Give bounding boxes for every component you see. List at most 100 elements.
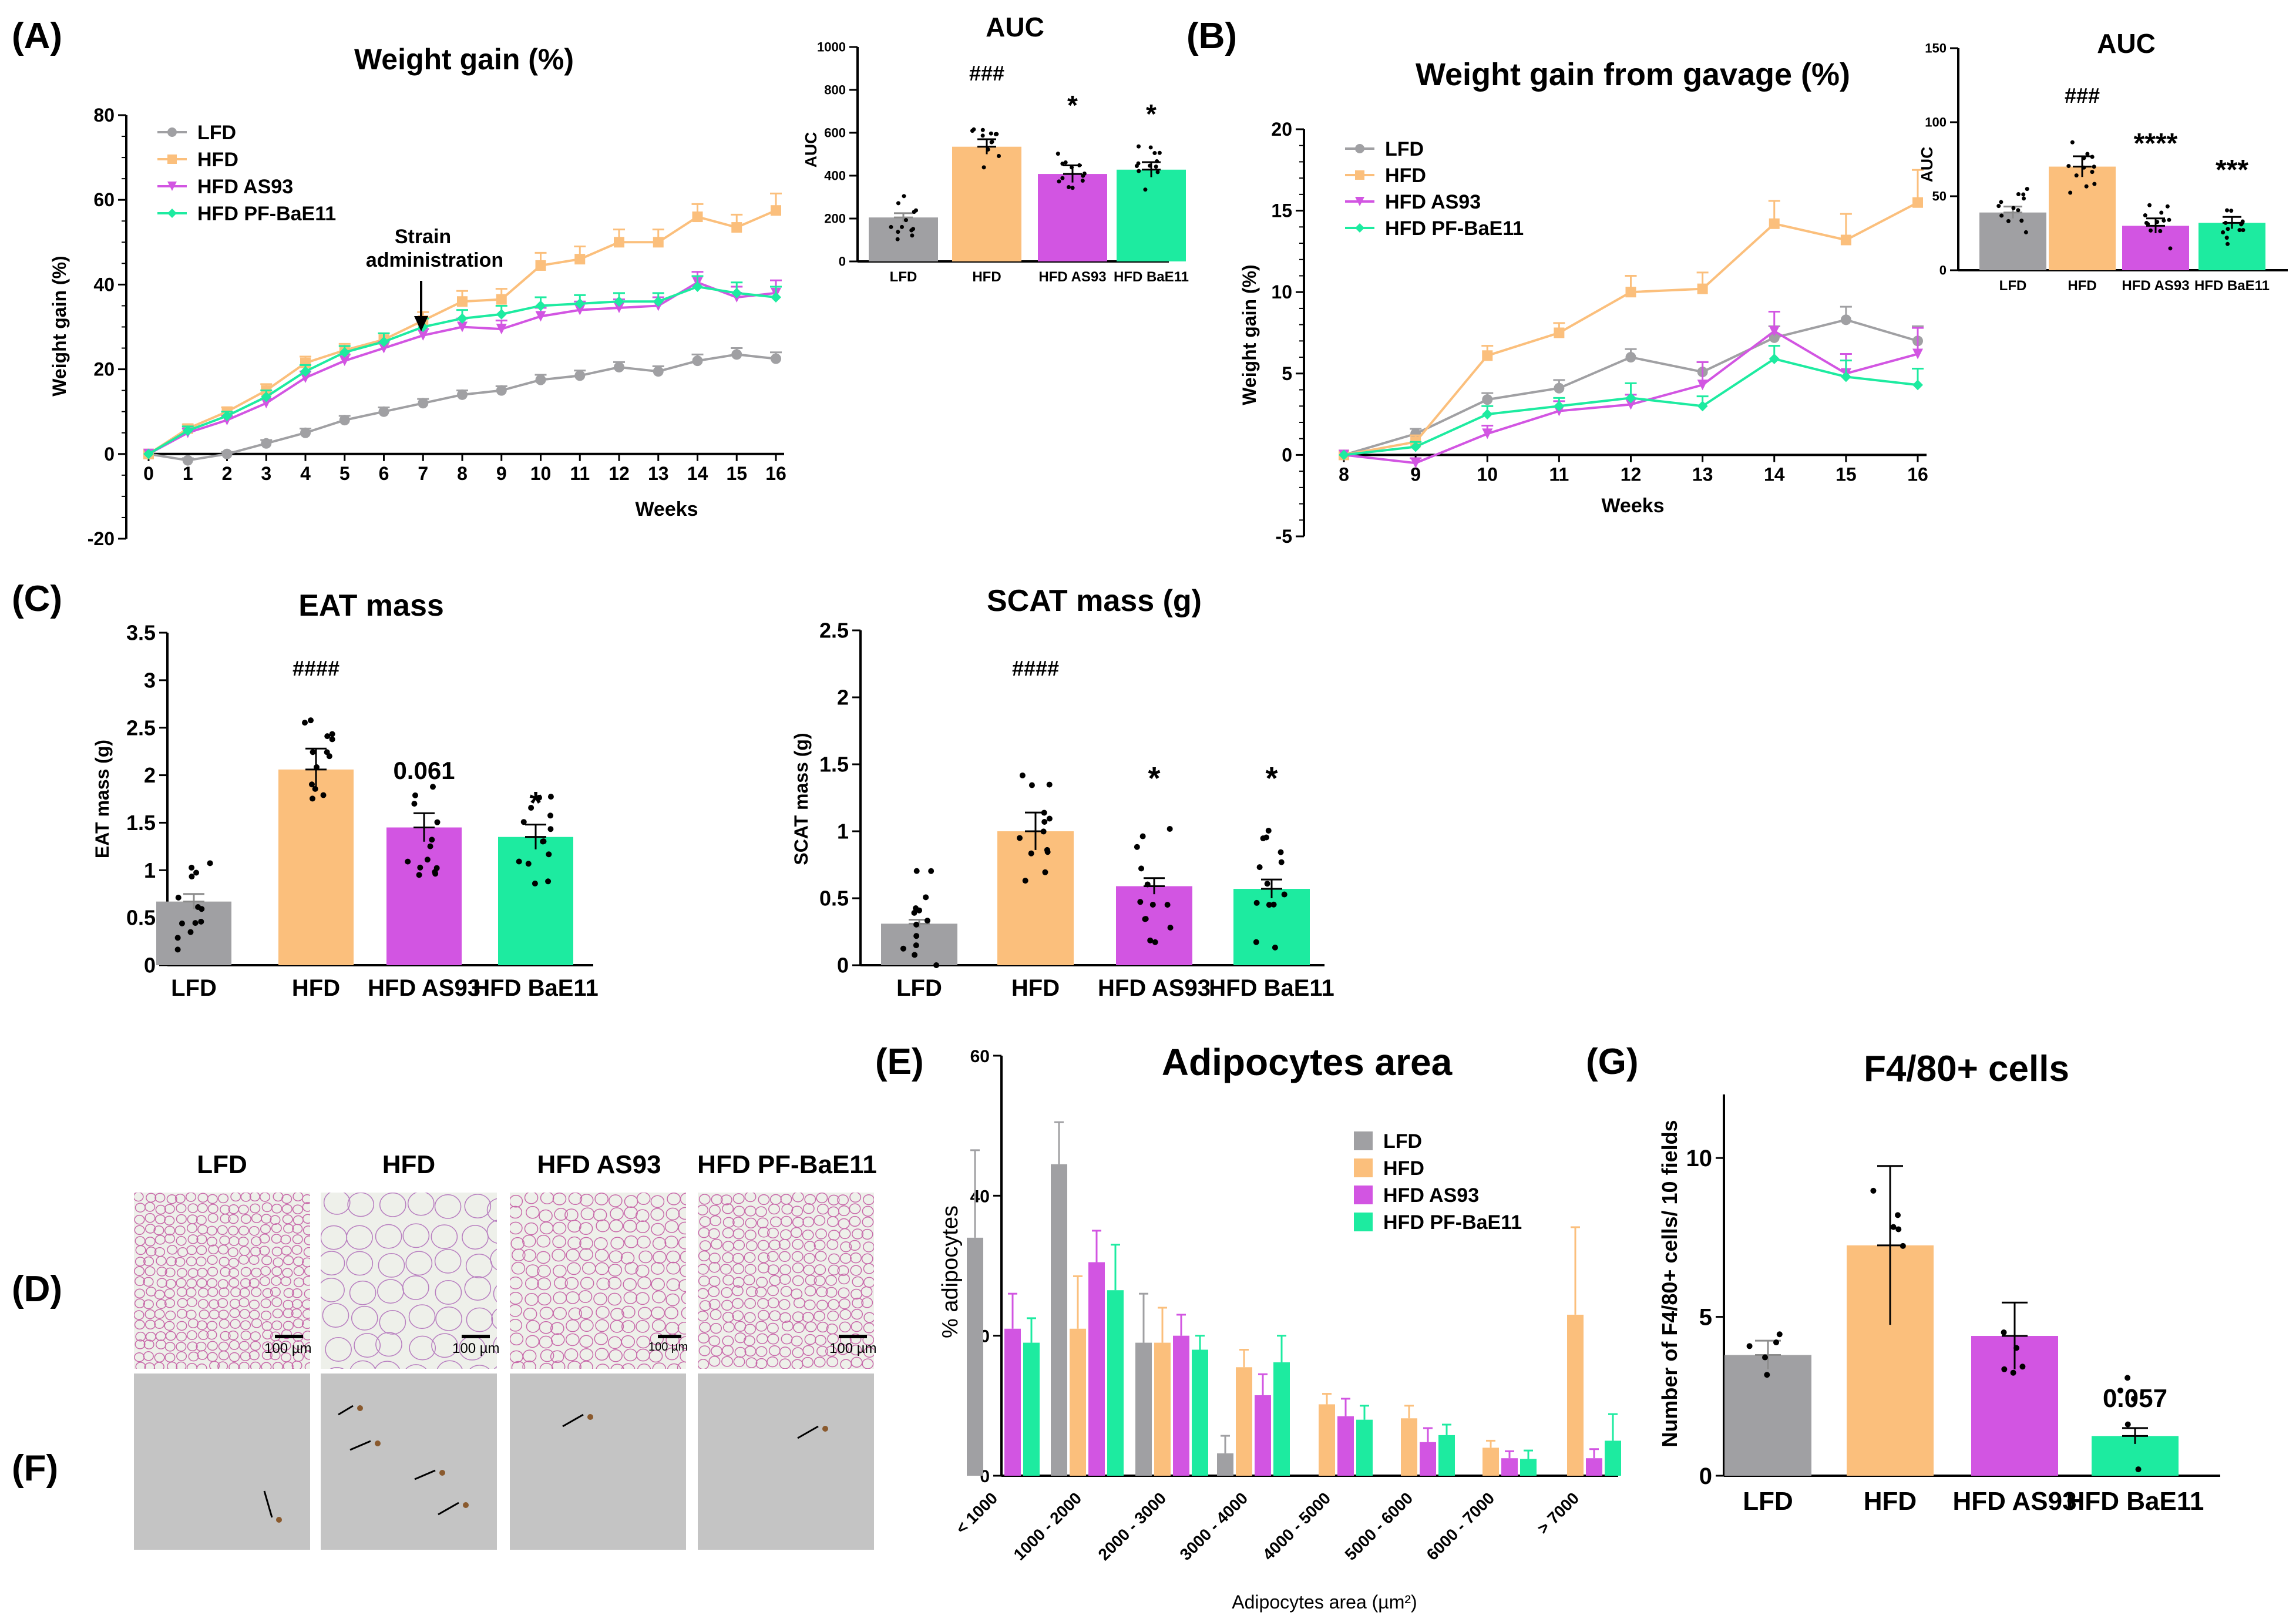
- adipocyte-cell: [135, 1236, 146, 1246]
- data-dot: [1152, 151, 1157, 156]
- significance-label: *: [1265, 761, 1278, 796]
- data-dot: [1746, 1343, 1753, 1349]
- adipocyte-cell: [623, 1278, 637, 1291]
- adipocyte-cell: [240, 1278, 251, 1288]
- adipocyte-cell: [165, 1331, 176, 1341]
- y-tick-label: 2: [144, 763, 156, 787]
- adipocyte-cell: [379, 1193, 406, 1217]
- adipocyte-cell: [596, 1277, 611, 1291]
- data-dot: [2092, 182, 2097, 186]
- data-dot: [2223, 220, 2228, 225]
- adipocyte-cell: [217, 1225, 228, 1235]
- series-line-1: [147, 209, 776, 455]
- adipocyte-cell: [790, 1227, 802, 1238]
- bar-2: [1088, 1262, 1105, 1476]
- data-dot: [2158, 229, 2163, 233]
- adipocyte-cell: [852, 1276, 864, 1287]
- adipocyte-cell: [744, 1193, 757, 1203]
- adipocyte-cell: [699, 1216, 711, 1227]
- data-dot: [329, 731, 335, 737]
- adipocyte-cell: [698, 1204, 709, 1215]
- adipocyte-cell: [550, 1322, 564, 1335]
- data-dot: [1046, 815, 1053, 822]
- adipocyte-cell: [154, 1309, 165, 1319]
- data-dot: [994, 132, 999, 136]
- x-tick-label: HFD BaE11: [1209, 975, 1334, 1001]
- x-tick-label: 12: [609, 463, 630, 484]
- x-tick-label: HFD: [1011, 975, 1060, 1001]
- adipocyte-cell: [144, 1224, 156, 1234]
- adipocyte-cell: [250, 1361, 261, 1369]
- data-point: [496, 385, 507, 396]
- data-dot: [313, 764, 320, 770]
- adipocyte-cell: [431, 1224, 458, 1250]
- adipocyte-cell: [593, 1292, 607, 1305]
- bar-1: [1070, 1328, 1086, 1476]
- adipocyte-cell: [778, 1239, 791, 1250]
- data-dot: [1138, 865, 1145, 872]
- bar-3: [1356, 1419, 1373, 1476]
- adipocyte-cell: [635, 1264, 650, 1278]
- adipocyte-cell: [405, 1251, 433, 1276]
- adipocyte-cell: [699, 1322, 711, 1333]
- adipocyte-cell: [197, 1193, 209, 1203]
- arrow-icon: [263, 1490, 273, 1518]
- adipocyte-cell: [623, 1291, 638, 1304]
- legend-label: HFD: [1383, 1157, 1424, 1180]
- adipocyte-cell: [434, 1248, 462, 1274]
- data-dot: [1144, 881, 1151, 888]
- data-point: [496, 294, 507, 305]
- data-dot: [2124, 1421, 2131, 1428]
- adipocyte-cell: [402, 1223, 430, 1248]
- data-dot: [427, 843, 433, 849]
- data-dot: [1870, 1187, 1877, 1194]
- adipocyte-cell: [779, 1274, 791, 1285]
- adipocyte-cell: [610, 1207, 624, 1220]
- bar-1: [1236, 1367, 1252, 1476]
- adipocyte-cell: [837, 1265, 849, 1277]
- adipocyte-cell: [607, 1292, 622, 1306]
- adipocyte-cell: [539, 1209, 553, 1223]
- stained-cell: [357, 1405, 363, 1411]
- adipocyte-cell: [813, 1311, 825, 1322]
- adipocyte-cell: [732, 1252, 744, 1264]
- y-tick-label: 1: [837, 820, 849, 844]
- y-tick-label: 10: [1686, 1146, 1713, 1171]
- adipocyte-cell: [186, 1223, 198, 1233]
- data-dot: [2019, 1364, 2026, 1370]
- y-tick-label: 5: [1282, 363, 1292, 384]
- adipocyte-cell: [793, 1297, 805, 1308]
- adipocyte-cell: [522, 1234, 536, 1248]
- adipocyte-cell: [779, 1264, 791, 1275]
- adipocyte-cell: [650, 1332, 664, 1345]
- adipocyte-cell: [292, 1204, 303, 1215]
- adipocyte-cell: [637, 1235, 651, 1249]
- adipocyte-cell: [564, 1208, 579, 1221]
- adipocyte-cell: [134, 1266, 145, 1277]
- data-point: [1769, 325, 1780, 337]
- adipocyte-cell: [710, 1309, 722, 1320]
- adipocyte-cell: [135, 1245, 146, 1255]
- adipocyte-cell: [624, 1195, 638, 1208]
- bar-0: [869, 217, 938, 261]
- adipocyte-cell: [596, 1219, 610, 1233]
- x-tick-label: < 1000: [952, 1489, 1001, 1537]
- data-dot: [1143, 187, 1148, 192]
- x-tick-label: 3: [261, 463, 271, 484]
- adipocyte-cell: [239, 1309, 250, 1319]
- data-dot: [910, 233, 915, 238]
- adipocyte-cell: [251, 1267, 262, 1278]
- adipocyte-cell: [302, 1225, 310, 1235]
- adipocyte-cell: [349, 1360, 376, 1369]
- adipocyte-cell: [186, 1193, 197, 1202]
- adipocyte-cell: [648, 1349, 663, 1363]
- adipocyte-cell: [732, 1263, 745, 1274]
- adipocyte-cell: [743, 1274, 755, 1285]
- data-dot: [2090, 170, 2095, 174]
- histology-hfd-as93: [510, 1193, 686, 1369]
- adipocyte-cell: [652, 1237, 667, 1250]
- adipocyte-cell: [283, 1255, 294, 1265]
- adipocyte-cell: [638, 1250, 653, 1264]
- x-tick-label: LFD: [1743, 1487, 1793, 1516]
- adipocyte-cell: [209, 1309, 220, 1319]
